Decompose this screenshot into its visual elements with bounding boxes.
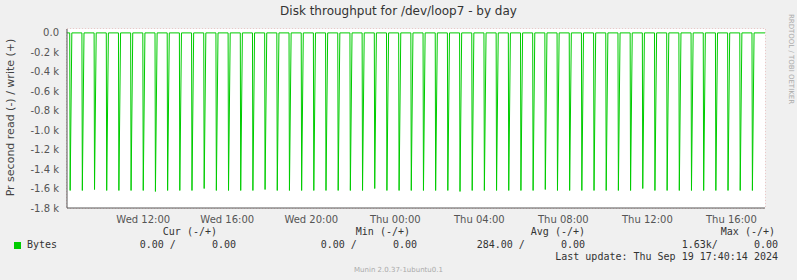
svg-text:Thu 00:00: Thu 00:00 [369, 214, 421, 225]
html-text:Last update: Thu Sep 19 17:40:: Last update: Thu Sep 19 17:40:14 2024 [555, 251, 778, 262]
svg-text:Thu 16:00: Thu 16:00 [705, 214, 757, 225]
svg-text:-1.4 k: -1.4 k [31, 164, 60, 175]
svg-text:-0.4 k: -0.4 k [31, 66, 60, 77]
html-text:Pr second read (-) / write (+): Pr second read (-) / write (+) [3, 38, 17, 197]
svg-text:-0.8 k: -0.8 k [31, 105, 60, 116]
html-text:0.00 / 0.00: 0.00 / 0.00 [320, 239, 417, 250]
svg-text:-1.0 k: -1.0 k [31, 125, 60, 136]
svg-text:-0.2 k: -0.2 k [31, 47, 60, 58]
html-text:1.63k/ 0.00: 1.63k/ 0.00 [681, 239, 778, 250]
svg-text:Wed 12:00: Wed 12:00 [116, 214, 170, 225]
html-text:Disk throughput for /dev/loop7: Disk throughput for /dev/loop7 - by day [280, 4, 517, 18]
html-text:Avg (-/+): Avg (-/+) [530, 226, 585, 237]
svg-text:-0.6 k: -0.6 k [31, 86, 60, 97]
svg-text:0.0: 0.0 [43, 27, 59, 38]
html-text:Bytes: Bytes [27, 239, 58, 250]
html-text:RRDTOOL / TOBI OETIKER: RRDTOOL / TOBI OETIKER [787, 13, 795, 105]
svg-text:Wed 16:00: Wed 16:00 [200, 214, 254, 225]
html-text:0.00 / 0.00: 0.00 / 0.00 [139, 239, 236, 250]
svg-text:Wed 20:00: Wed 20:00 [284, 214, 338, 225]
html-text:284.00 / 0.00: 284.00 / 0.00 [476, 239, 585, 250]
html-text:Min (-/+): Min (-/+) [355, 226, 410, 237]
svg-text:-1.6 k: -1.6 k [31, 183, 60, 194]
svg-text:Thu 08:00: Thu 08:00 [537, 214, 589, 225]
html-text:Max (-/+): Max (-/+) [720, 226, 775, 237]
html-text:Munin 2.0.37-1ubuntu0.1: Munin 2.0.37-1ubuntu0.1 [354, 266, 443, 274]
svg-text:Thu 04:00: Thu 04:00 [453, 214, 505, 225]
svg-text:Thu 12:00: Thu 12:00 [621, 214, 673, 225]
svg-text:-1.8 k: -1.8 k [31, 203, 60, 214]
svg-text:-1.2 k: -1.2 k [31, 144, 60, 155]
html-text:Cur (-/+): Cur (-/+) [162, 226, 217, 237]
